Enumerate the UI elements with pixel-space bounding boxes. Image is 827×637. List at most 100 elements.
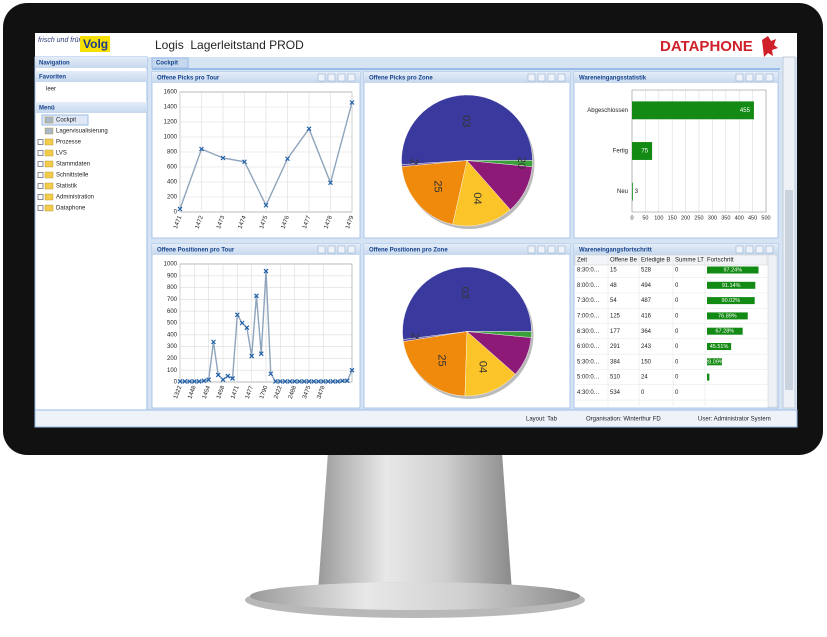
data-label: 3: [635, 189, 639, 195]
menu-icon: [44, 182, 54, 190]
slice-label: 25: [436, 354, 448, 366]
cell: 291: [610, 344, 621, 350]
panel-header: [152, 72, 360, 83]
panel-tool[interactable]: [557, 245, 566, 254]
table-scrollbar[interactable]: [767, 254, 778, 408]
panel-tool[interactable]: [347, 73, 356, 82]
x-tick-label: 100: [654, 215, 663, 221]
expand-icon[interactable]: [37, 183, 44, 189]
progress-bar: [707, 373, 710, 381]
x-tick-label: 1790: [259, 385, 269, 400]
panel-tool[interactable]: [537, 245, 546, 254]
column-header: Summe LT: [675, 258, 704, 264]
marker: [211, 339, 216, 345]
progress-bar: [707, 343, 732, 350]
menu-item[interactable]: Statistik: [56, 184, 78, 190]
y-tick-label: Neu: [617, 189, 628, 195]
menu-item[interactable]: Lagervisualisierung: [56, 129, 108, 135]
expand-icon[interactable]: [37, 172, 44, 178]
marker: [244, 325, 250, 331]
cell: 0: [675, 329, 679, 335]
panel-tool[interactable]: [527, 73, 536, 82]
x-tick-label: 1471: [173, 215, 183, 230]
expand-icon[interactable]: [37, 194, 44, 200]
progress-label: 97.24%: [723, 267, 742, 273]
menu-icon: [44, 171, 54, 179]
progress-label: 76.89%: [718, 313, 737, 319]
menu-item[interactable]: Administration: [56, 195, 94, 201]
panel-tool[interactable]: [327, 73, 336, 82]
menu-item[interactable]: Schnittstelle: [56, 173, 89, 179]
cell: 8:00:0…: [577, 283, 600, 289]
cell: 494: [641, 283, 652, 289]
tab-label[interactable]: Cockpit: [156, 61, 178, 67]
expand-icon[interactable]: [37, 161, 44, 167]
monitor-base-top: [250, 582, 580, 610]
panel-tool[interactable]: [765, 245, 774, 254]
marker: [242, 159, 247, 165]
x-tick-label: 400: [735, 215, 744, 221]
x-tick-label: 300: [708, 215, 717, 221]
menu-icon: [44, 204, 54, 212]
panel-tool[interactable]: [317, 245, 326, 254]
cell: 48: [610, 283, 617, 289]
panel-tool[interactable]: [735, 245, 744, 254]
panel-tool[interactable]: [327, 245, 336, 254]
marker: [263, 202, 269, 208]
menu-icon: [44, 138, 54, 146]
cell: 54: [610, 298, 617, 304]
monitor-neck: [318, 452, 512, 592]
menu-item[interactable]: LVS: [56, 151, 67, 157]
panel-tool[interactable]: [745, 245, 754, 254]
data-label: 75: [641, 149, 648, 155]
y-tick-label: 1400: [164, 105, 178, 111]
panel-header: [574, 244, 778, 255]
panel-tool[interactable]: [557, 73, 566, 82]
favorite-item[interactable]: leer: [46, 87, 56, 93]
cell: 0: [675, 375, 679, 381]
panel-tool[interactable]: [527, 245, 536, 254]
panel-tool[interactable]: [547, 73, 556, 82]
menu-item[interactable]: Dataphone: [56, 206, 86, 212]
panel-tool[interactable]: [337, 245, 346, 254]
panel-tool[interactable]: [755, 245, 764, 254]
panel-title: Offene Positionen pro Tour: [157, 248, 235, 254]
expand-icon[interactable]: [37, 150, 44, 156]
cell: 528: [641, 268, 652, 274]
panel-tool[interactable]: [537, 73, 546, 82]
menu-item[interactable]: Prozesse: [56, 140, 82, 146]
y-tick-label: 200: [167, 195, 178, 201]
cell: 6:00:0…: [577, 344, 600, 350]
menu-icon: [44, 127, 54, 135]
x-tick-label: 1477: [302, 215, 312, 230]
panel-tool[interactable]: [547, 245, 556, 254]
menu-item[interactable]: Cockpit: [56, 118, 76, 124]
panel-header: [364, 72, 570, 83]
panel-tool[interactable]: [745, 73, 754, 82]
scrollbar-thumb[interactable]: [785, 190, 793, 390]
panel-tool[interactable]: [317, 73, 326, 82]
marker: [258, 351, 264, 357]
y-tick-label: 1200: [164, 120, 178, 126]
status-item: Layout: Tab: [526, 417, 558, 423]
x-tick-label: 3478: [316, 385, 326, 400]
panel-tool[interactable]: [755, 73, 764, 82]
x-tick-label: 2488: [288, 385, 298, 400]
panel-tool[interactable]: [337, 73, 346, 82]
panel-tool[interactable]: [765, 73, 774, 82]
y-tick-label: 800: [167, 285, 178, 291]
marker: [177, 378, 183, 384]
expand-icon[interactable]: [37, 205, 44, 211]
panel-tool[interactable]: [735, 73, 744, 82]
app-title: Logis Lagerleitstand PROD: [155, 38, 304, 52]
panel-tool[interactable]: [347, 245, 356, 254]
marker: [301, 378, 307, 384]
marker: [239, 320, 245, 326]
x-tick-label: 1478: [324, 215, 334, 230]
expand-icon[interactable]: [37, 139, 44, 145]
menu-item[interactable]: Stammdaten: [56, 162, 90, 168]
menu-selected: [41, 114, 89, 126]
cell: 0: [641, 390, 645, 396]
marker: [249, 353, 255, 359]
cell: 0: [675, 313, 679, 319]
